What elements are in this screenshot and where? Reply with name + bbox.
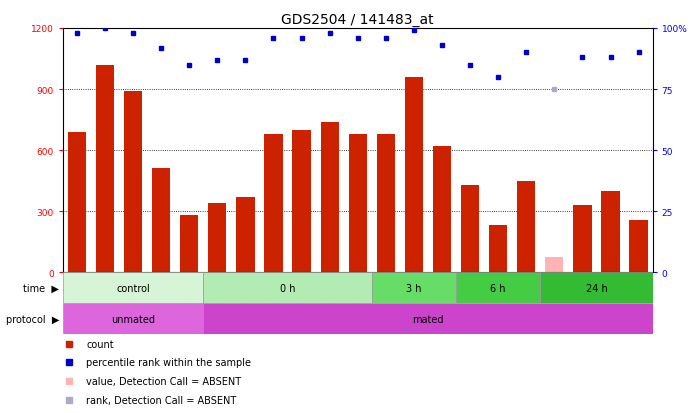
- Bar: [68, 133, 86, 273]
- Bar: [96, 65, 114, 273]
- Text: 3 h: 3 h: [406, 283, 422, 293]
- Bar: [124, 92, 142, 273]
- Bar: [630, 221, 648, 273]
- Bar: [203, 304, 653, 335]
- Bar: [63, 273, 203, 304]
- Bar: [602, 191, 620, 273]
- Bar: [540, 273, 653, 304]
- Bar: [461, 185, 480, 273]
- Text: control: control: [116, 283, 150, 293]
- Bar: [348, 135, 367, 273]
- Bar: [180, 216, 198, 273]
- Bar: [377, 135, 395, 273]
- Bar: [63, 304, 203, 335]
- Bar: [152, 169, 170, 273]
- Text: rank, Detection Call = ABSENT: rank, Detection Call = ABSENT: [87, 394, 237, 405]
- Text: 0 h: 0 h: [280, 283, 295, 293]
- Text: percentile rank within the sample: percentile rank within the sample: [87, 357, 251, 368]
- Bar: [208, 204, 226, 273]
- Bar: [433, 147, 451, 273]
- Bar: [489, 226, 507, 273]
- Bar: [320, 122, 339, 273]
- Text: 6 h: 6 h: [491, 283, 506, 293]
- Text: 24 h: 24 h: [586, 283, 607, 293]
- Text: count: count: [87, 339, 114, 349]
- Bar: [545, 257, 563, 273]
- Bar: [517, 181, 535, 273]
- Bar: [292, 131, 311, 273]
- Bar: [573, 206, 591, 273]
- Text: unmated: unmated: [111, 314, 155, 324]
- Text: protocol  ▶: protocol ▶: [6, 314, 59, 324]
- Bar: [236, 197, 255, 273]
- Title: GDS2504 / 141483_at: GDS2504 / 141483_at: [281, 12, 434, 26]
- Text: value, Detection Call = ABSENT: value, Detection Call = ABSENT: [87, 376, 242, 386]
- Text: time  ▶: time ▶: [24, 283, 59, 293]
- Bar: [372, 273, 456, 304]
- Bar: [405, 78, 423, 273]
- Bar: [456, 273, 540, 304]
- Text: mated: mated: [413, 314, 444, 324]
- Bar: [203, 273, 372, 304]
- Bar: [265, 135, 283, 273]
